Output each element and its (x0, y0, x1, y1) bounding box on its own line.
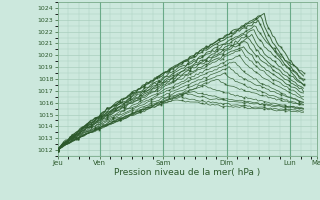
X-axis label: Pression niveau de la mer( hPa ): Pression niveau de la mer( hPa ) (114, 168, 260, 177)
